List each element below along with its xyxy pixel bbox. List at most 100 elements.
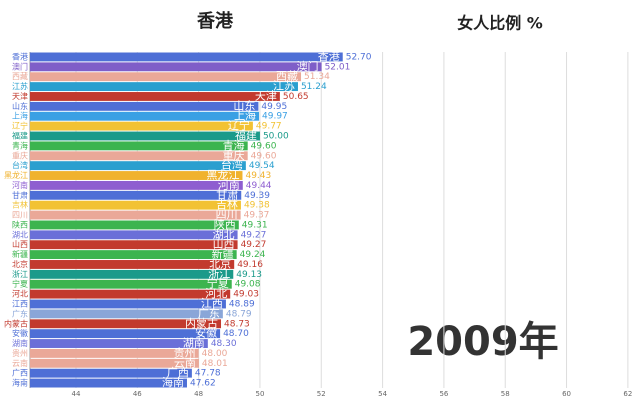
y-tick-label: 香港 (12, 51, 28, 61)
y-tick-label: 河南 (12, 180, 28, 190)
bar-name-label: 黑龙江 (206, 169, 239, 182)
value-label: 49.60 (251, 141, 277, 151)
bar (30, 339, 208, 348)
x-tick-label: 46 (133, 390, 142, 398)
y-tick-label: 四川 (12, 211, 28, 220)
y-tick-label: 陕西 (12, 219, 28, 229)
value-label: 51.24 (301, 82, 327, 92)
x-tick-label: 62 (623, 390, 632, 398)
bar-name-label: 内蒙古 (185, 316, 218, 330)
y-tick-label: 重庆 (12, 150, 28, 160)
y-tick-label: 福建 (12, 131, 28, 141)
x-tick-label: 50 (255, 390, 264, 398)
bar (30, 141, 248, 151)
value-label: 49.60 (251, 151, 277, 161)
value-label: 51.34 (304, 72, 330, 82)
value-label: 49.13 (236, 270, 262, 280)
value-label: 49.08 (235, 280, 261, 290)
bar-name-label: 重庆 (223, 148, 245, 162)
value-label: 49.24 (240, 250, 266, 260)
x-tick-label: 54 (378, 390, 387, 398)
y-tick-label: 甘肃 (12, 190, 28, 200)
value-label: 50.65 (283, 92, 309, 102)
value-label: 49.44 (246, 181, 272, 191)
value-label: 49.16 (237, 260, 263, 270)
bar-name-label: 台湾 (221, 158, 243, 172)
y-tick-label: 海南 (12, 378, 28, 388)
x-tick-label: 58 (501, 390, 510, 398)
bar-name-label: 澳门 (297, 59, 319, 73)
bar (30, 368, 192, 378)
bar (30, 358, 199, 368)
y-tick-label: 江苏 (12, 81, 28, 91)
bar-name-label: 浙江 (208, 267, 230, 280)
bar (30, 269, 234, 279)
y-tick-label: 湖南 (12, 338, 28, 348)
bar (30, 279, 232, 289)
bar (30, 151, 248, 161)
bar (30, 260, 235, 269)
bar (30, 62, 322, 72)
bar-name-label: 海南 (162, 375, 184, 389)
y-tick-label: 上海 (12, 111, 28, 121)
y-tick-label: 内蒙古 (4, 318, 28, 328)
bar-name-label: 上海 (234, 108, 256, 122)
bar-name-label: 湖北 (213, 228, 235, 241)
y-tick-label: 山东 (12, 101, 28, 111)
y-tick-label: 贵州 (12, 348, 28, 358)
value-label: 49.37 (244, 211, 270, 221)
bar (30, 250, 237, 260)
value-label: 49.38 (244, 201, 270, 211)
bar-name-label: 北京 (209, 256, 231, 270)
y-tick-label: 广东 (12, 308, 28, 318)
value-label: 49.97 (262, 112, 288, 122)
value-label: 48.01 (202, 359, 228, 369)
value-label: 49.39 (244, 191, 270, 201)
bar (30, 309, 223, 319)
year-label: 2009年 (407, 319, 558, 365)
bar-name-label: 香港 (318, 50, 340, 63)
bar (30, 240, 238, 250)
y-tick-label: 台湾 (12, 160, 28, 170)
x-tick-label: 48 (194, 390, 203, 398)
bar (30, 289, 231, 299)
value-label: 52.70 (346, 52, 372, 62)
bar (30, 200, 241, 210)
bar (30, 329, 221, 339)
bar (30, 92, 280, 101)
bar-name-label: 西藏 (276, 70, 298, 83)
bar-name-label: 山东 (233, 99, 255, 112)
value-label: 48.70 (223, 329, 249, 339)
x-tick-label: 60 (562, 390, 571, 398)
chart-subtitle: 女人比例 % (457, 14, 543, 33)
bar (30, 52, 343, 62)
bar-name-label: 四川 (216, 208, 238, 221)
chart-title: 香港 (196, 11, 234, 32)
y-tick-label: 山西 (12, 239, 28, 249)
bar (30, 190, 242, 200)
bar (30, 161, 246, 171)
bar-name-label: 广西 (167, 366, 189, 379)
value-label: 52.01 (325, 62, 351, 72)
bar-name-label: 陕西 (214, 217, 236, 231)
value-label: 48.79 (226, 309, 252, 319)
y-tick-label: 西藏 (12, 71, 28, 81)
bar (30, 121, 253, 131)
value-label: 49.77 (256, 122, 282, 132)
y-tick-label: 云南 (12, 358, 28, 368)
bar (30, 210, 241, 220)
bar-name-label: 新疆 (212, 247, 234, 261)
y-tick-label: 湖北 (12, 230, 28, 239)
bar (30, 101, 259, 111)
y-tick-label: 新疆 (12, 249, 28, 259)
value-label: 49.03 (233, 290, 259, 300)
bar-name-label: 甘肃 (216, 188, 238, 201)
bar-name-label: 天津 (255, 89, 277, 102)
bar (30, 220, 239, 230)
bar-name-label: 广东 (198, 307, 220, 320)
bar-name-label: 安徽 (195, 326, 217, 340)
bar (30, 171, 243, 180)
y-tick-label: 青海 (12, 140, 28, 150)
bar-name-label: 河北 (205, 287, 227, 300)
bar (30, 72, 302, 82)
